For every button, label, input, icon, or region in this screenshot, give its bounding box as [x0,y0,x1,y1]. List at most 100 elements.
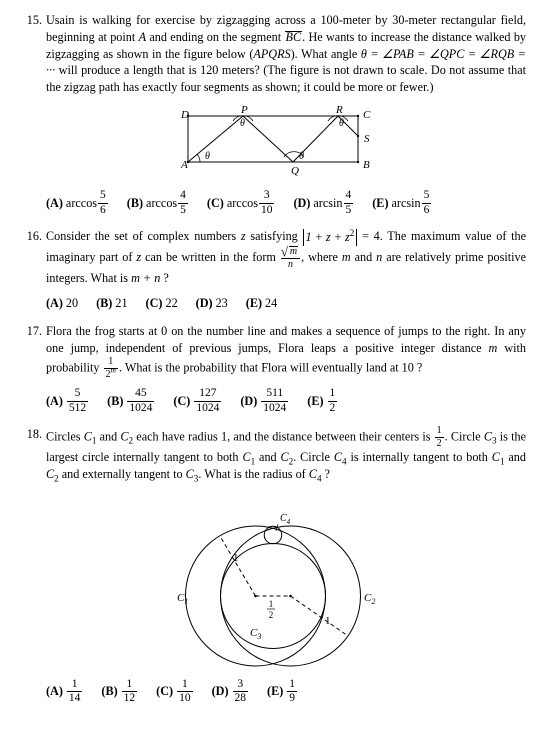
t: and externally tangent to [59,467,186,481]
frac: 451024 [127,388,154,414]
p18-choice-D: (D)328 [212,679,249,705]
p17-choices: (A)5512 (B)451024 (C)1271024 (D)5111024 … [46,388,526,414]
p15-A: A [139,30,146,44]
lbl: (A) [46,393,63,410]
sqrt: m [283,246,298,257]
t: each have radius 1, and the distance bet… [133,429,434,443]
problem-18-number: 18. [20,426,46,483]
C4: C [309,467,317,481]
exp: 1 + z + z [306,230,350,244]
problem-15: 15. Usain is walking for exercise by zig… [20,12,526,96]
C2: C [281,450,289,464]
frac: 45 [344,190,354,216]
mn: m + n [131,271,160,285]
fig-th1: θ [205,151,210,162]
half-n: 1 [269,599,274,609]
page-container: 15. Usain is walking for exercise by zig… [0,0,546,741]
m: m [342,250,351,264]
frac: 328 [233,679,249,705]
C2: C [46,467,54,481]
frac: 45 [178,190,188,216]
problem-17: 17. Flora the frog starts at 0 on the nu… [20,323,526,380]
C1: C [492,450,500,464]
svg-text:C2: C2 [364,592,375,606]
p15-choice-E: (E) arcsin 56 [372,190,432,216]
p16-choice-C: (C) 22 [146,295,178,312]
p15-choices: (A) arccos 56 (B) arccos 45 (C) arccos 3… [46,190,526,216]
abs: 1 + z + z2 [303,229,358,246]
lbl: (C) [173,393,190,410]
p15-choice-A: (A) arccos 56 [46,190,109,216]
sq: 2 [350,228,355,238]
problem-15-number: 15. [20,12,46,96]
frac: mn [281,246,300,270]
t: Flora the frog starts at 0 on the number… [46,324,526,355]
frac: 12 [435,426,444,449]
p17-choice-A: (A)5512 [46,388,89,414]
t: and [351,250,377,264]
frac: 12m [104,357,118,380]
p15-text: and ending on the segment [146,30,284,44]
frac: 110 [177,679,193,705]
v: 23 [216,295,228,312]
lbl: (A) [46,295,63,312]
t: can be written in the form [141,250,280,264]
problem-16-number: 16. [20,228,46,286]
p16-choice-A: (A) 20 [46,295,78,312]
t: and [505,450,527,464]
fig-Q: Q [291,165,299,177]
d: 2m [104,369,118,380]
C1: C [84,429,92,443]
v: 24 [265,295,277,312]
p18-choice-E: (E)19 [267,679,298,705]
p18-choices: (A)114 (B)112 (C)110 (D)328 (E)19 [46,679,526,705]
C4: C [334,450,342,464]
p15-figure: D P R C A Q B S θ θ θ θ [153,104,393,182]
C1: C [242,450,250,464]
p15-choice-C: (C) arccos 310 [207,190,276,216]
t: and [255,450,280,464]
lbl: (D) [293,195,310,212]
m: m [289,246,298,257]
frac: 5111024 [261,388,288,414]
p17-choice-B: (B)451024 [107,388,155,414]
exp: m [111,366,116,375]
fn: arccos [227,195,258,212]
p17-choice-C: (C)1271024 [173,388,222,414]
problem-17-number: 17. [20,323,46,380]
lbl: (B) [127,195,143,212]
fn: arccos [66,195,97,212]
p18-figure: 1 1 C1 C2 C3 C4 1 2 [153,491,393,671]
p16-choice-D: (D) 23 [196,295,228,312]
frac: 114 [67,679,83,705]
fig-th2: θ [240,118,245,129]
lbl: (E) [307,393,323,410]
fig-S: S [364,133,370,145]
frac: 56 [98,190,108,216]
problem-15-body: Usain is walking for exercise by zigzagg… [46,12,526,96]
lbl: (D) [240,393,257,410]
lbl: (B) [96,295,112,312]
lbl: (C) [156,683,173,700]
p16-choice-E: (E) 24 [246,295,277,312]
lbl: (A) [46,195,63,212]
lbl: (D) [196,295,213,312]
frac: 5512 [67,388,88,414]
t: and [96,429,120,443]
p16-choice-B: (B) 21 [96,295,127,312]
problem-18: 18. Circles C1 and C2 each have radius 1… [20,426,526,483]
svg-text:C4: C4 [280,513,291,526]
p18-choice-A: (A)114 [46,679,83,705]
half-d: 2 [269,610,274,620]
p17-choice-E: (E)12 [307,388,338,414]
lbl: (E) [267,683,283,700]
fig-R: R [335,104,343,116]
t: . Circle [293,450,334,464]
p15-choice-D: (D) arcsin 45 [293,190,354,216]
p15-BC: BC [285,31,303,43]
p18-choice-C: (C)110 [156,679,193,705]
q: ? [322,467,330,481]
one-b: 1 [325,615,331,627]
p15-choice-B: (B) arccos 45 [127,190,189,216]
one-a: 1 [233,552,239,564]
